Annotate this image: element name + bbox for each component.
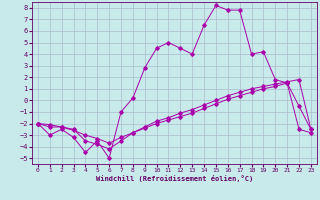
X-axis label: Windchill (Refroidissement éolien,°C): Windchill (Refroidissement éolien,°C) (96, 175, 253, 182)
